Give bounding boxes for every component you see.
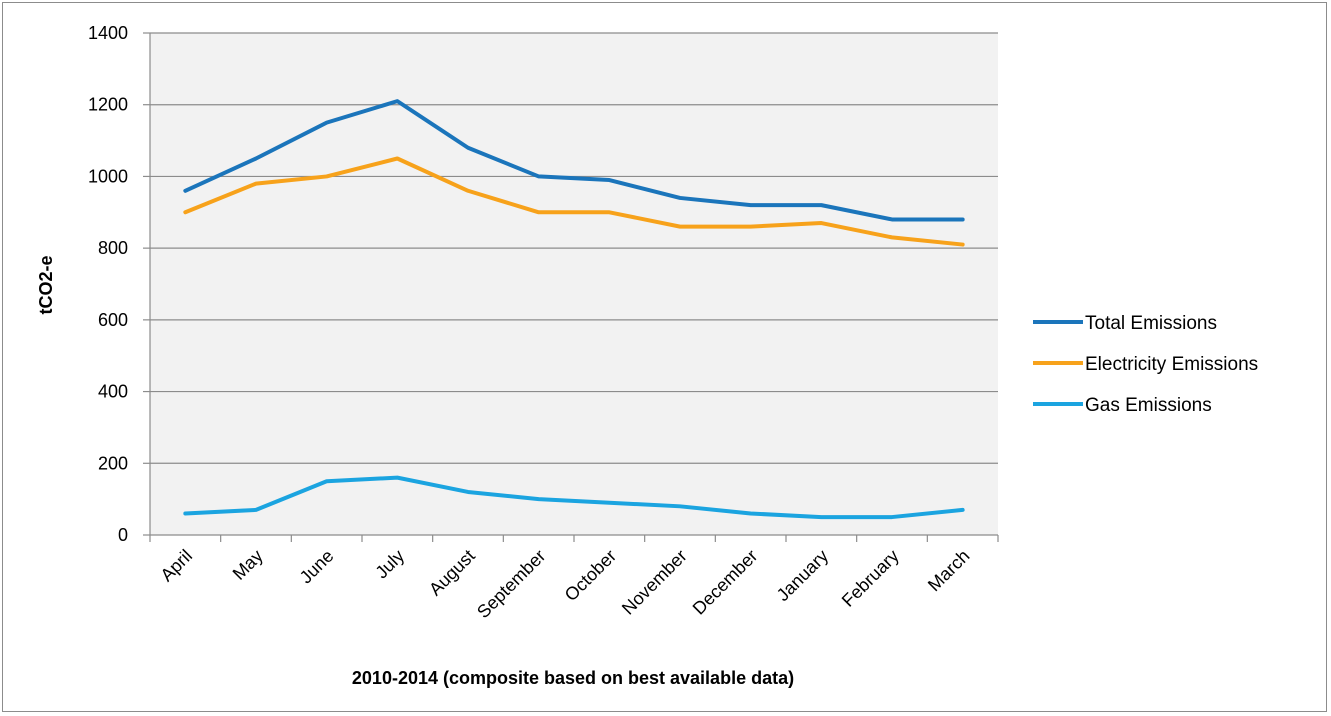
y-tick-label: 1000 — [88, 166, 128, 186]
x-tick-label: May — [229, 546, 267, 584]
plot-background — [150, 33, 998, 535]
series-line-total-emissions — [183, 99, 965, 222]
x-tick-label: June — [296, 546, 338, 588]
x-tick-label: September — [473, 546, 549, 622]
y-tick-label: 1200 — [88, 95, 128, 115]
x-tick-label: July — [371, 546, 408, 583]
legend-item-electricity-emissions: Electricity Emissions — [1033, 354, 1258, 375]
legend-label: Gas Emissions — [1085, 395, 1212, 416]
plot-area — [150, 33, 998, 535]
y-tick-label: 200 — [98, 453, 128, 473]
y-tick-label: 400 — [98, 382, 128, 402]
x-tick-label: November — [618, 546, 691, 619]
y-tick-label: 800 — [98, 238, 128, 258]
x-tick-label: April — [157, 546, 197, 586]
legend-label: Total Emissions — [1085, 313, 1217, 334]
x-axis-title: 2010-2014 (composite based on best avail… — [352, 668, 794, 688]
y-tick-label: 0 — [118, 525, 128, 545]
axes — [149, 33, 999, 542]
y-tick-labels: 0 200 400 600 800 1000 1200 1400 — [88, 23, 128, 545]
legend-item-gas-emissions: Gas Emissions — [1033, 395, 1212, 416]
y-axis-title: tCO2-e — [36, 255, 56, 314]
x-tick-label: February — [838, 546, 903, 611]
series-line-electricity-emissions — [183, 156, 965, 247]
y-tick-label: 1400 — [88, 23, 128, 43]
legend-item-total-emissions: Total Emissions — [1033, 313, 1217, 334]
series-lines — [183, 99, 965, 520]
legend-label: Electricity Emissions — [1085, 354, 1258, 375]
series-line-gas-emissions — [183, 475, 965, 520]
legend: Total Emissions Electricity Emissions Gas … — [1033, 313, 1258, 416]
x-tick-label: December — [689, 546, 762, 619]
y-tick-label: 600 — [98, 310, 128, 330]
x-tick-label: October — [561, 546, 620, 605]
x-tick-label: March — [924, 546, 974, 596]
x-tick-label: January — [773, 546, 832, 605]
x-tick-label: August — [425, 546, 479, 600]
